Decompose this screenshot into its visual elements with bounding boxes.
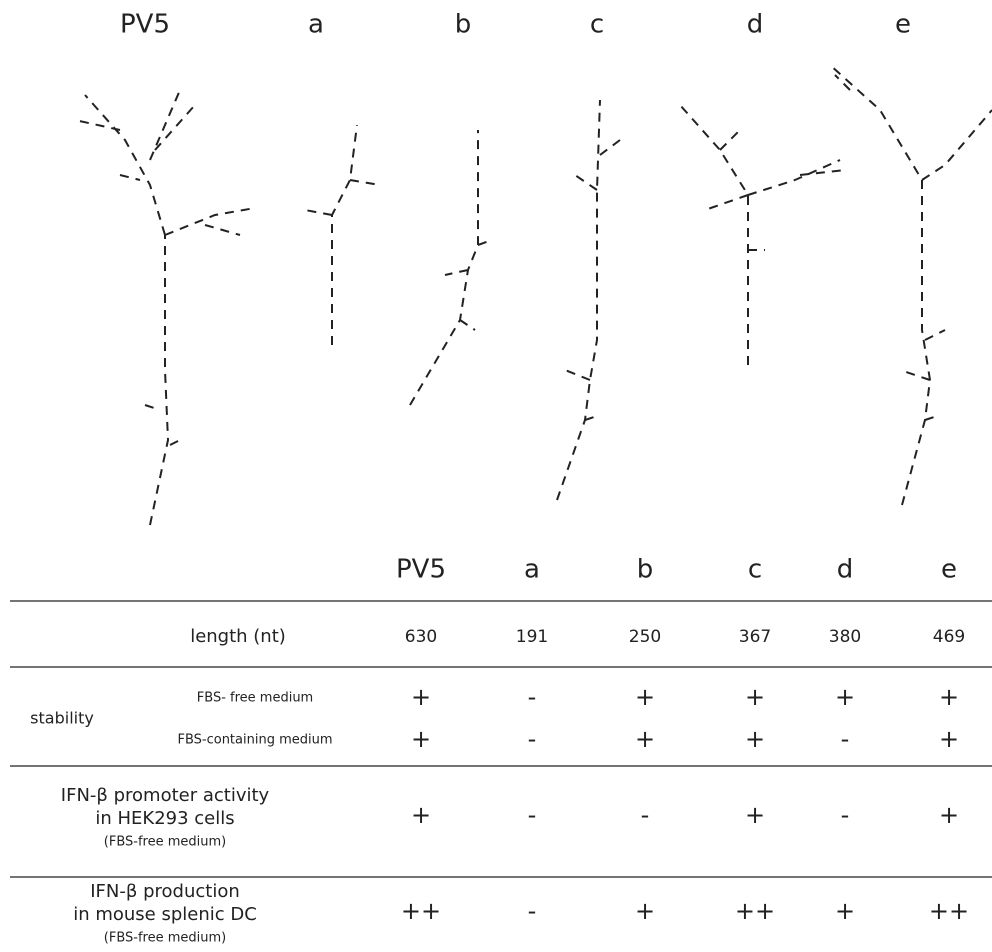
row-label: IFN-β promoter activity (61, 785, 270, 806)
table-cell: ++ (735, 897, 775, 925)
table-cell: - (841, 801, 850, 829)
table-cell: + (635, 683, 655, 711)
column-header: c (748, 555, 762, 585)
row-label: (FBS-free medium) (104, 931, 226, 946)
column-header: PV5 (396, 555, 446, 585)
table-cell: + (411, 801, 431, 829)
structure-c (557, 100, 620, 500)
structure-label: c (590, 10, 604, 40)
table-cell: - (528, 725, 537, 753)
table-cell: ++ (929, 897, 969, 925)
table: PV5 a b c d e 630 191 250 367 380 469 length (nt) + - +… (10, 555, 992, 946)
column-header: d (837, 555, 854, 585)
structure-a (305, 125, 380, 345)
row-label: FBS-containing medium (177, 733, 332, 748)
row-label: in mouse splenic DC (73, 904, 257, 925)
table-cell: + (835, 897, 855, 925)
column-header: b (637, 555, 654, 585)
table-cell: 250 (629, 627, 661, 647)
structure-label: e (895, 10, 911, 40)
table-cell: + (635, 897, 655, 925)
table-cell: + (745, 725, 765, 753)
table-cell: 469 (933, 627, 965, 647)
table-cell: ++ (401, 897, 441, 925)
table-cell: - (841, 725, 850, 753)
table-cell: + (411, 725, 431, 753)
structure-labels: PV5 a b c d e (120, 10, 911, 40)
table-cell: + (745, 801, 765, 829)
table-cell: + (835, 683, 855, 711)
table-cell: + (745, 683, 765, 711)
structure-label: b (455, 10, 472, 40)
column-header: a (524, 555, 540, 585)
structure-label: d (747, 10, 764, 40)
row-label: (FBS-free medium) (104, 835, 226, 850)
structure-label: a (308, 10, 324, 40)
table-cell: + (939, 801, 959, 829)
row-label: IFN-β production (90, 881, 239, 902)
structure-label: PV5 (120, 10, 170, 40)
structure-pv5 (75, 90, 255, 525)
table-cell: - (528, 801, 537, 829)
table-cell: - (528, 897, 537, 925)
table-cell: + (635, 725, 655, 753)
figure: PV5 a b c d e PV5 a b c d e 630 191 250 367 380 469 lengt… (0, 0, 992, 952)
structure-e (830, 65, 992, 505)
table-cell: 630 (405, 627, 437, 647)
row-label: FBS- free medium (197, 691, 313, 706)
table-cell: + (939, 725, 959, 753)
row-label: in HEK293 cells (95, 808, 234, 829)
structures (75, 65, 992, 525)
table-cell: + (411, 683, 431, 711)
table-cell: + (939, 683, 959, 711)
row-group-label: stability (30, 709, 94, 728)
table-cell: 191 (516, 627, 548, 647)
table-cell: 380 (829, 627, 861, 647)
table-cell: - (528, 683, 537, 711)
table-cell: 367 (739, 627, 771, 647)
structure-d (680, 105, 845, 365)
structure-b (410, 130, 492, 405)
column-header: e (941, 555, 957, 585)
table-cell: - (641, 801, 650, 829)
row-label: length (nt) (190, 626, 286, 647)
